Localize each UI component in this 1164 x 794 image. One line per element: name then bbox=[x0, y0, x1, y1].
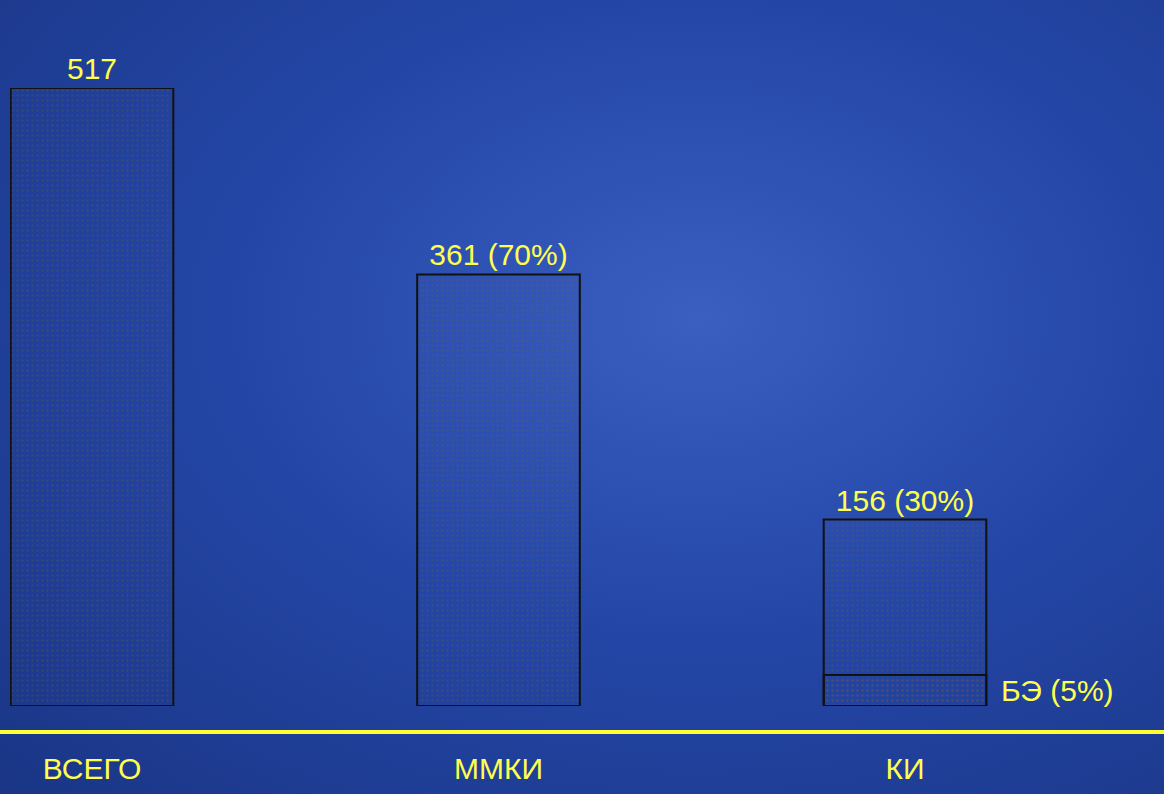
svg-text:КИ: КИ bbox=[885, 752, 924, 785]
svg-text:156 (30%): 156 (30%) bbox=[836, 484, 974, 517]
svg-text:517: 517 bbox=[67, 52, 117, 85]
svg-text:361 (70%): 361 (70%) bbox=[429, 238, 567, 271]
svg-text:ММКИ: ММКИ bbox=[454, 752, 543, 785]
svg-text:БЭ (5%): БЭ (5%) bbox=[1001, 674, 1114, 707]
svg-text:ВСЕГО: ВСЕГО bbox=[43, 752, 142, 785]
